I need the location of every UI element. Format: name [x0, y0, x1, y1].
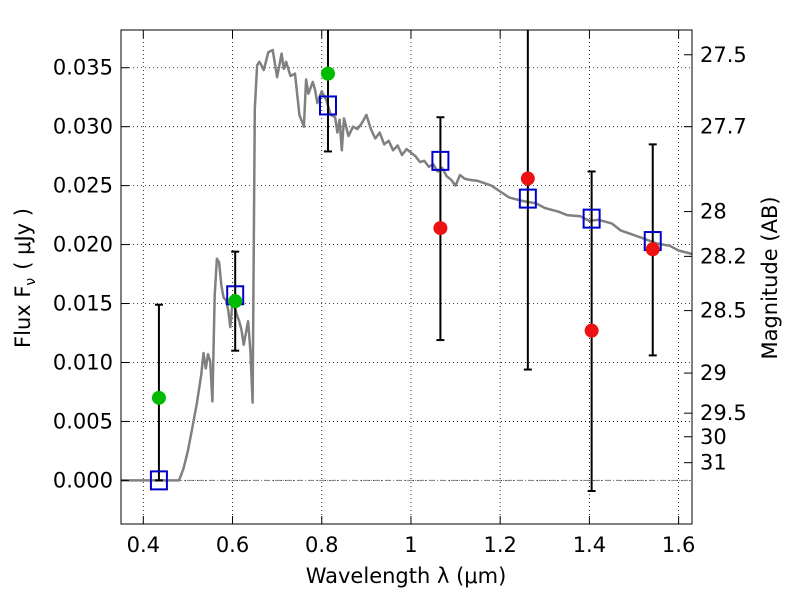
plot-area: [121, 30, 693, 492]
y-tick-label: 0.015: [53, 292, 113, 316]
y-tick-label: 0.000: [53, 468, 113, 492]
right-axis-label: Magnitude (AB): [758, 196, 782, 359]
x-tick-label: 1.6: [662, 533, 695, 557]
y-axis-label-unit: ( μJy ): [11, 208, 35, 270]
y-axis-label-main: Flux F: [11, 286, 35, 348]
y-tick-label: 0.025: [53, 174, 113, 198]
observed-point: [151, 390, 166, 405]
model-band-point: [149, 470, 168, 491]
y2-tick-label: 30: [700, 425, 727, 449]
x-tick-label: 1: [404, 533, 417, 557]
observed-point: [320, 66, 335, 81]
y-tick-label: 0.020: [53, 233, 113, 257]
y2-tick-label: 28: [700, 200, 727, 224]
grid: [121, 30, 692, 524]
model-band-point: [318, 95, 337, 116]
y-tick-label: 0.005: [53, 409, 113, 433]
y-tick-label: 0.035: [53, 56, 113, 80]
y-tick-label: 0.010: [53, 350, 113, 374]
x-tick-label: 0.6: [216, 533, 249, 557]
x-tick-label: 0.8: [305, 533, 338, 557]
observed-point: [433, 221, 448, 236]
observed-point: [645, 242, 660, 257]
model-band-point: [431, 150, 450, 171]
y2-tick-label: 27.7: [700, 115, 747, 139]
x-tick-label: 1.4: [573, 533, 606, 557]
y2-tick-label: 29: [700, 361, 727, 385]
y2-tick-label: 28.2: [700, 244, 747, 268]
plot-frame: [120, 29, 693, 525]
model-band-point: [582, 208, 601, 229]
sed-model-line: [121, 48, 693, 482]
x-tick-label: 1.2: [483, 533, 516, 557]
model-band-point: [518, 188, 537, 209]
observed-point: [520, 171, 535, 186]
y2-tick-label: 28.5: [700, 299, 747, 323]
y2-tick-label: 29.5: [700, 401, 747, 425]
x-tick-label: 0.4: [127, 533, 160, 557]
y2-tick-label: 27.5: [700, 43, 747, 67]
observed-point: [584, 323, 599, 338]
y-axis-label-subscript: ν: [23, 278, 39, 286]
y-axis-label: Flux Fν ( μJy ): [11, 208, 39, 348]
y-tick-label: 0.030: [53, 115, 113, 139]
axis-ticks: 0.4 0.6 0.8 1 1.2 1.4 1.6 0.000 0.005 0.010 0.015 0…: [53, 30, 747, 557]
y2-tick-label: 31: [700, 451, 727, 475]
x-axis-label: Wavelength λ (μm): [306, 564, 507, 588]
observed-point: [228, 294, 243, 309]
